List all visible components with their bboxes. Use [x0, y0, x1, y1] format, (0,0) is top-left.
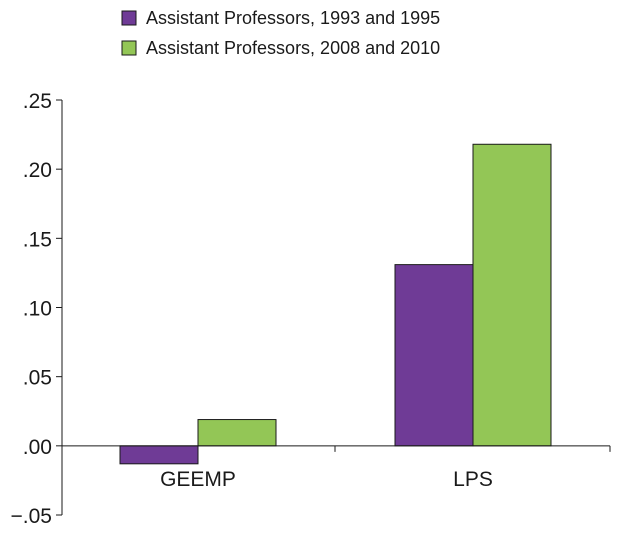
- y-tick-label: −.05: [11, 505, 52, 528]
- bar-geemp-series-2: [197, 419, 277, 447]
- legend-swatch-2: [121, 40, 137, 56]
- y-tick-label: .15: [23, 228, 52, 251]
- x-category-label: LPS: [453, 468, 493, 491]
- bar-lps-series-2: [472, 143, 552, 447]
- bar-geemp-series-1: [119, 445, 199, 465]
- legend: Assistant Professors, 1993 and 1995 Assis…: [121, 8, 440, 58]
- y-tick-label: .25: [23, 90, 52, 113]
- legend-swatch-1: [121, 10, 137, 26]
- x-category-label: GEEMP: [160, 468, 236, 491]
- y-tick-label: .00: [23, 436, 52, 459]
- legend-label-2: Assistant Professors, 2008 and 2010: [146, 38, 440, 58]
- bars: [119, 143, 552, 465]
- legend-label-1: Assistant Professors, 1993 and 1995: [146, 8, 440, 28]
- axes: .25 .20 .15 .10 .05 .00 −.05 GEEMP LPS: [11, 90, 611, 528]
- y-tick-label: .10: [23, 298, 52, 321]
- y-tick-label: .05: [23, 367, 52, 390]
- bar-lps-series-1: [394, 264, 474, 447]
- y-tick-label: .20: [23, 159, 52, 182]
